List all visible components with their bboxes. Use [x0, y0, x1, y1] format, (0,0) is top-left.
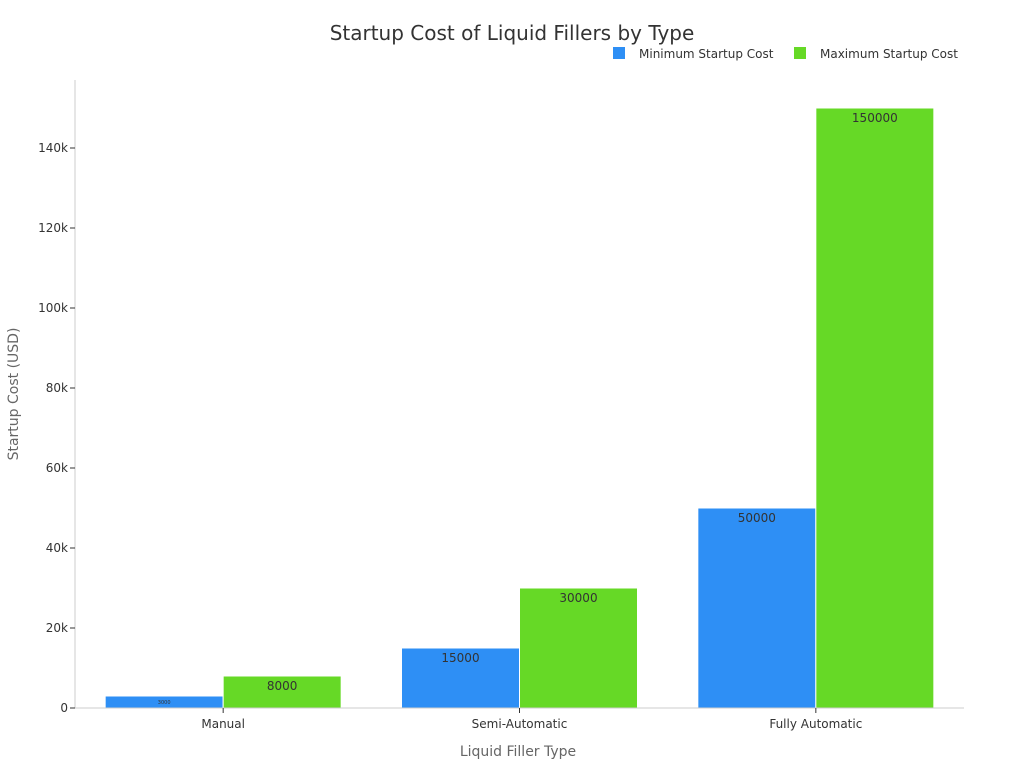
data-label: 50000	[738, 511, 776, 525]
plot-area: 3000 8000 15000 30000 50000 150000	[104, 107, 935, 709]
y-tick-label: 0	[60, 701, 68, 715]
y-tick-label: 20k	[46, 621, 68, 635]
legend-swatch-maximum	[794, 47, 806, 59]
y-tick-label: 80k	[46, 381, 68, 395]
data-label: 15000	[441, 651, 479, 665]
data-label: 150000	[852, 111, 898, 125]
x-tick-label: Semi-Automatic	[472, 717, 568, 731]
legend-label-maximum: Maximum Startup Cost	[820, 47, 958, 61]
y-tick-label: 60k	[46, 461, 68, 475]
x-axis-title: Liquid Filler Type	[460, 744, 576, 760]
bar-minimum-semi-automatic	[401, 647, 520, 709]
bar-maximum-semi-automatic	[519, 587, 638, 709]
y-tick-label: 120k	[38, 221, 68, 235]
bar-maximum-fully-automatic	[815, 107, 935, 709]
legend: Minimum Startup Cost Maximum Startup Cos…	[613, 47, 958, 61]
y-axis-ticks: 0 20k 40k 60k 80k 100k 120k 140k	[38, 141, 75, 715]
bar-minimum-fully-automatic	[697, 507, 817, 709]
x-tick-label: Manual	[201, 717, 245, 731]
legend-label-minimum: Minimum Startup Cost	[639, 47, 774, 61]
bar-maximum-manual	[222, 675, 342, 709]
legend-swatch-minimum	[613, 47, 625, 59]
data-label: 8000	[267, 679, 298, 693]
x-tick-label: Fully Automatic	[769, 717, 862, 731]
y-tick-label: 140k	[38, 141, 68, 155]
x-axis-ticks: Manual Semi-Automatic Fully Automatic	[201, 708, 862, 731]
data-label: 30000	[559, 591, 597, 605]
data-label: 3000	[158, 700, 171, 706]
chart-title: Startup Cost of Liquid Fillers by Type	[330, 21, 695, 45]
y-axis-title: Startup Cost (USD)	[6, 328, 22, 461]
y-tick-label: 100k	[38, 301, 68, 315]
y-tick-label: 40k	[46, 541, 68, 555]
